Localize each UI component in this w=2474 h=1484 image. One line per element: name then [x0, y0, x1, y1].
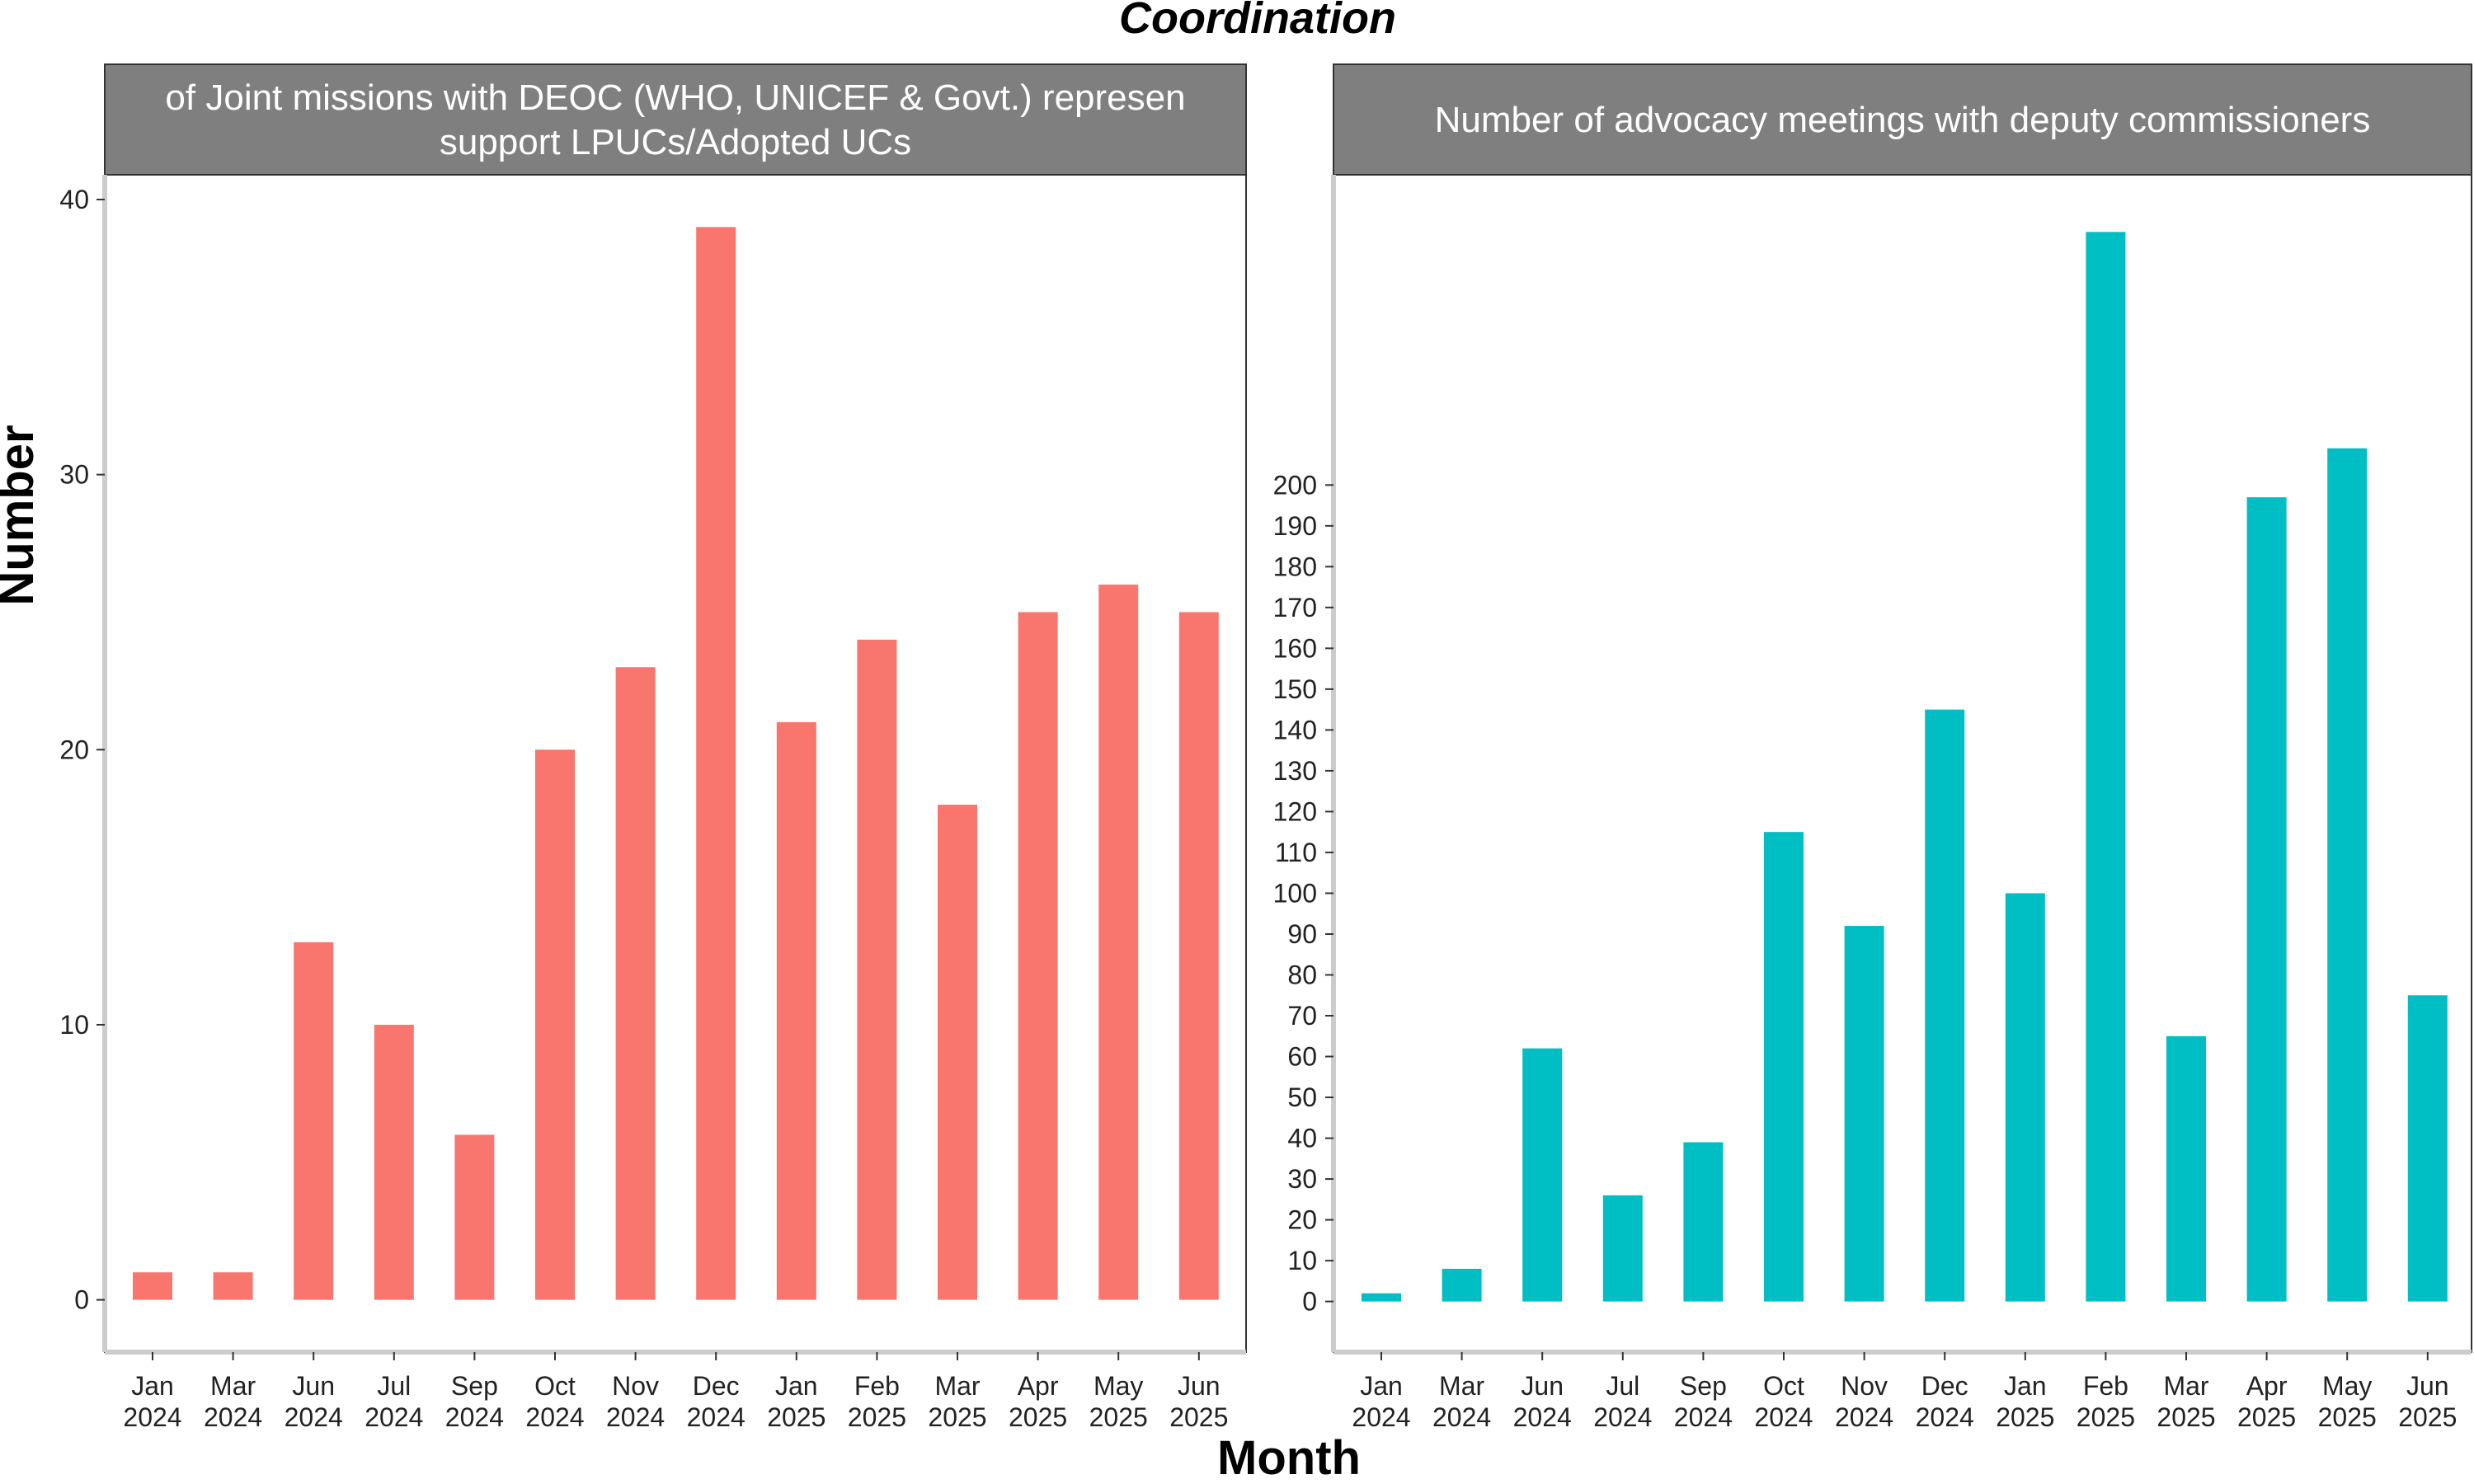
x-axis-title: Month [1217, 1431, 1361, 1484]
y-axis-title: Number [0, 425, 44, 605]
bar [2166, 1036, 2206, 1302]
bar [2246, 497, 2287, 1302]
y-tick-label: 70 [1287, 1001, 1317, 1031]
y-tick-label: 20 [1287, 1205, 1317, 1235]
bar [1442, 1268, 1482, 1302]
y-tick-label: 120 [1273, 796, 1317, 826]
strip-title-line: Number of advocacy meetings with deputy … [1435, 100, 2371, 140]
bar [2407, 995, 2448, 1302]
panel-advocacy-meetings: Number of advocacy meetings with deputy … [1273, 63, 2472, 1432]
x-tick-label: Sep 2024 [1674, 1371, 1733, 1432]
strip-title-line: support LPUCs/Adopted UCs [440, 122, 911, 162]
y-tick-label: 130 [1273, 756, 1317, 786]
bar [133, 1272, 172, 1300]
x-tick-label: Feb 2025 [848, 1371, 906, 1432]
bar [213, 1272, 253, 1300]
bar [2005, 893, 2045, 1302]
y-tick-label: 50 [1287, 1082, 1317, 1112]
bar [615, 667, 656, 1300]
x-tick-label: Jun 2025 [2398, 1371, 2457, 1432]
bar [2327, 448, 2368, 1302]
panel-border [104, 174, 1247, 1353]
x-tick-label: Jan 2024 [123, 1371, 181, 1432]
bar [454, 1134, 495, 1300]
y-tick-label: 10 [1287, 1246, 1317, 1275]
x-tick-label: Jul 2024 [1593, 1371, 1652, 1432]
x-tick-label: Dec 2024 [1916, 1371, 1974, 1432]
x-tick-label: May 2025 [1089, 1371, 1148, 1432]
x-tick-label: Dec 2024 [687, 1371, 745, 1432]
x-tick-label: Jun 2025 [1169, 1371, 1228, 1432]
panel-border [1333, 174, 2472, 1353]
y-tick-label: 90 [1287, 919, 1317, 949]
bar [1178, 612, 1219, 1300]
y-tick-label: 170 [1273, 593, 1317, 622]
y-tick-label: 180 [1273, 552, 1317, 581]
x-tick-label: Jun 2024 [285, 1371, 343, 1432]
x-tick-label: Mar 2024 [204, 1371, 262, 1432]
x-tick-label: Feb 2025 [2077, 1371, 2135, 1432]
x-tick-label: Apr 2025 [1009, 1371, 1067, 1432]
y-tick-label: 200 [1273, 470, 1317, 500]
y-tick-label: 40 [59, 185, 89, 214]
bar [1522, 1048, 1563, 1302]
bar [696, 227, 736, 1300]
y-tick-label: 100 [1273, 878, 1317, 908]
y-tick-label: 160 [1273, 633, 1317, 663]
y-tick-label: 60 [1287, 1042, 1317, 1072]
x-tick-label: Mar 2024 [1432, 1371, 1491, 1432]
strip-title: Number of advocacy meetings with deputy … [1435, 100, 2371, 140]
bar [857, 639, 897, 1300]
x-tick-label: Jan 2025 [767, 1371, 825, 1432]
x-tick-label: Oct 2024 [1754, 1371, 1813, 1432]
strip-background [1333, 63, 2472, 176]
strip-background [104, 63, 1247, 176]
y-tick-label: 40 [1287, 1124, 1317, 1153]
strip-title-line: of Joint missions with DEOC (WHO, UNICEF… [165, 77, 1185, 118]
bar [1844, 926, 1884, 1302]
y-tick-label: 190 [1273, 511, 1317, 541]
x-tick-label: Jun 2024 [1513, 1371, 1572, 1432]
bar [374, 1024, 414, 1300]
x-tick-label: Mar 2025 [2157, 1371, 2215, 1432]
figure-title: Coordination [1119, 0, 1396, 43]
bar [1683, 1142, 1724, 1302]
y-tick-label: 150 [1273, 674, 1317, 704]
y-tick-label: 20 [59, 735, 89, 764]
bar [535, 749, 575, 1300]
panel-joint-missions: of Joint missions with DEOC (WHO, UNICEF… [59, 63, 1247, 1432]
y-tick-label: 30 [59, 460, 89, 490]
bar [1764, 832, 1804, 1302]
x-tick-label: Apr 2025 [2237, 1371, 2296, 1432]
x-tick-label: Jan 2024 [1352, 1371, 1410, 1432]
x-tick-label: Oct 2024 [525, 1371, 584, 1432]
y-tick-label: 110 [1275, 838, 1317, 867]
x-tick-label: Jan 2025 [1996, 1371, 2054, 1432]
bar [1362, 1293, 1401, 1302]
bar [1925, 709, 1965, 1302]
y-tick-label: 0 [74, 1285, 89, 1315]
bar [2086, 232, 2126, 1302]
bar [1018, 612, 1058, 1300]
x-tick-label: Nov 2024 [1835, 1371, 1893, 1432]
bar [938, 805, 977, 1300]
strip-title: of Joint missions with DEOC (WHO, UNICEF… [165, 77, 1185, 162]
x-tick-label: Sep 2024 [445, 1371, 504, 1432]
y-tick-label: 80 [1287, 960, 1317, 989]
bar [1602, 1195, 1643, 1302]
y-tick-label: 30 [1287, 1164, 1317, 1194]
x-tick-label: May 2025 [2318, 1371, 2377, 1432]
y-tick-label: 0 [1302, 1287, 1317, 1317]
x-tick-label: Jul 2024 [365, 1371, 423, 1432]
y-tick-label: 10 [59, 1010, 89, 1040]
y-tick-label: 140 [1273, 715, 1317, 744]
bar [776, 721, 816, 1300]
x-tick-label: Nov 2024 [606, 1371, 665, 1432]
bar [1098, 585, 1139, 1300]
x-tick-label: Mar 2025 [928, 1371, 986, 1432]
bar [294, 942, 334, 1300]
